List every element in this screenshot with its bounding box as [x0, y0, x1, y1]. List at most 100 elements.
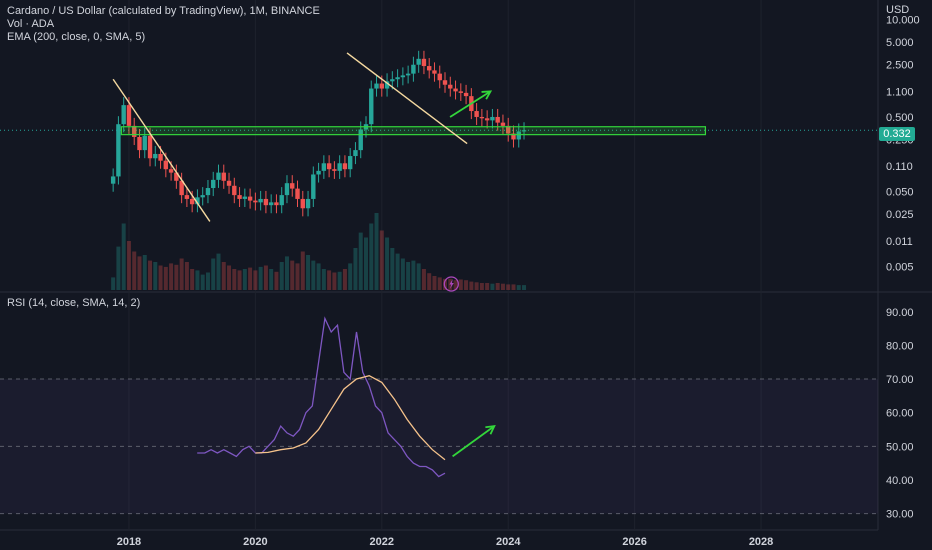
candle-body — [358, 129, 363, 151]
price-tick-label: 2.500 — [886, 60, 914, 72]
volume-bar — [490, 283, 495, 290]
volume-bar — [411, 260, 416, 290]
rsi-tick-label: 50.00 — [886, 441, 914, 453]
candle-body — [132, 125, 137, 137]
volume-bar — [385, 237, 390, 290]
rsi-arrow — [452, 425, 495, 458]
candle-body — [226, 180, 232, 186]
candle-body — [268, 202, 274, 206]
candle-body — [379, 83, 384, 89]
price-tick-label: 0.110 — [886, 161, 913, 173]
trendline — [112, 78, 211, 222]
candle-body — [421, 58, 427, 67]
volume-bar — [327, 270, 332, 290]
candle-body — [374, 83, 379, 89]
lightning-icon — [449, 279, 454, 289]
candle-body — [448, 84, 453, 89]
volume-bar — [369, 223, 374, 290]
volume-bar — [227, 265, 232, 290]
candle-body — [247, 196, 253, 201]
volume-bar — [116, 246, 121, 290]
candle-body — [516, 131, 521, 140]
price-tick-label: 0.025 — [886, 209, 914, 221]
candle-body — [253, 200, 258, 203]
candle-body — [179, 180, 184, 196]
volume-bar — [174, 264, 179, 290]
time-tick-label: 2022 — [370, 536, 394, 548]
rsi-tick-label: 80.00 — [886, 340, 914, 352]
volume-bar — [500, 283, 505, 290]
candle-body — [479, 116, 485, 119]
candle-body — [142, 135, 147, 151]
candle-body — [258, 198, 263, 203]
candle-body — [395, 77, 400, 80]
candle-body — [295, 188, 300, 199]
candle-body — [242, 196, 248, 199]
candle-body — [163, 160, 169, 170]
candle-body — [437, 73, 442, 81]
candle-body — [263, 198, 269, 206]
volume-bar — [190, 269, 195, 290]
volume-bar — [269, 269, 274, 290]
volume-bar — [358, 232, 363, 290]
candle-body — [347, 156, 353, 170]
volume-bar — [258, 266, 263, 290]
candle-body — [216, 172, 221, 180]
candle-body — [300, 198, 305, 209]
candle-body — [500, 122, 506, 126]
candle-body — [321, 163, 327, 171]
volume-bar — [237, 270, 242, 290]
volume-bar — [453, 280, 458, 290]
rsi-tick-label: 60.00 — [886, 408, 914, 420]
candle-body — [174, 172, 179, 181]
volume-bar — [406, 262, 411, 290]
rsi-ma-line — [255, 375, 446, 461]
volume-bar — [263, 265, 268, 290]
volume-bar — [395, 253, 400, 290]
candle-body — [121, 105, 126, 125]
candle-body — [126, 105, 132, 126]
candle-body — [311, 174, 316, 199]
candle-body — [390, 79, 395, 82]
candle-body — [158, 153, 163, 161]
trendline — [346, 52, 468, 145]
candle-body — [416, 58, 421, 65]
candle-body — [305, 198, 311, 209]
price-tick-label: 0.005 — [886, 261, 914, 273]
volume-bar — [379, 230, 384, 290]
candle-body — [274, 202, 279, 206]
volume-bar — [242, 269, 247, 290]
volume-bar — [211, 258, 216, 290]
volume-bar — [374, 213, 379, 290]
volume-bar — [311, 260, 316, 290]
candle-body — [495, 116, 500, 123]
volume-bar — [169, 263, 174, 290]
time-tick-label: 2024 — [496, 536, 521, 548]
volume-bar — [337, 271, 342, 290]
volume-bar — [300, 251, 305, 290]
candle-body — [474, 111, 479, 117]
candle-body — [442, 80, 448, 85]
time-tick-label: 2028 — [749, 536, 773, 548]
volume-bar — [290, 260, 295, 290]
volume-bar — [390, 248, 395, 290]
candle-body — [511, 133, 516, 140]
candle-body — [195, 197, 200, 205]
candle-body — [326, 163, 332, 170]
support-zone — [120, 126, 707, 136]
time-tick-label: 2020 — [243, 536, 267, 548]
volume-bar — [221, 262, 226, 290]
rsi-tick-label: 30.00 — [886, 509, 914, 521]
last-price-tag: 0.332 — [879, 127, 915, 141]
price-tick-label: 0.500 — [886, 112, 914, 124]
volume-bar — [121, 223, 126, 290]
volume-bar — [511, 284, 516, 290]
volume-bar — [432, 276, 437, 290]
volume-bar — [279, 262, 284, 290]
candle-body — [116, 124, 121, 177]
candle-body — [369, 88, 374, 125]
price-arrow-head — [481, 90, 493, 100]
volume-bar — [195, 270, 200, 290]
volume-bar — [184, 262, 189, 290]
